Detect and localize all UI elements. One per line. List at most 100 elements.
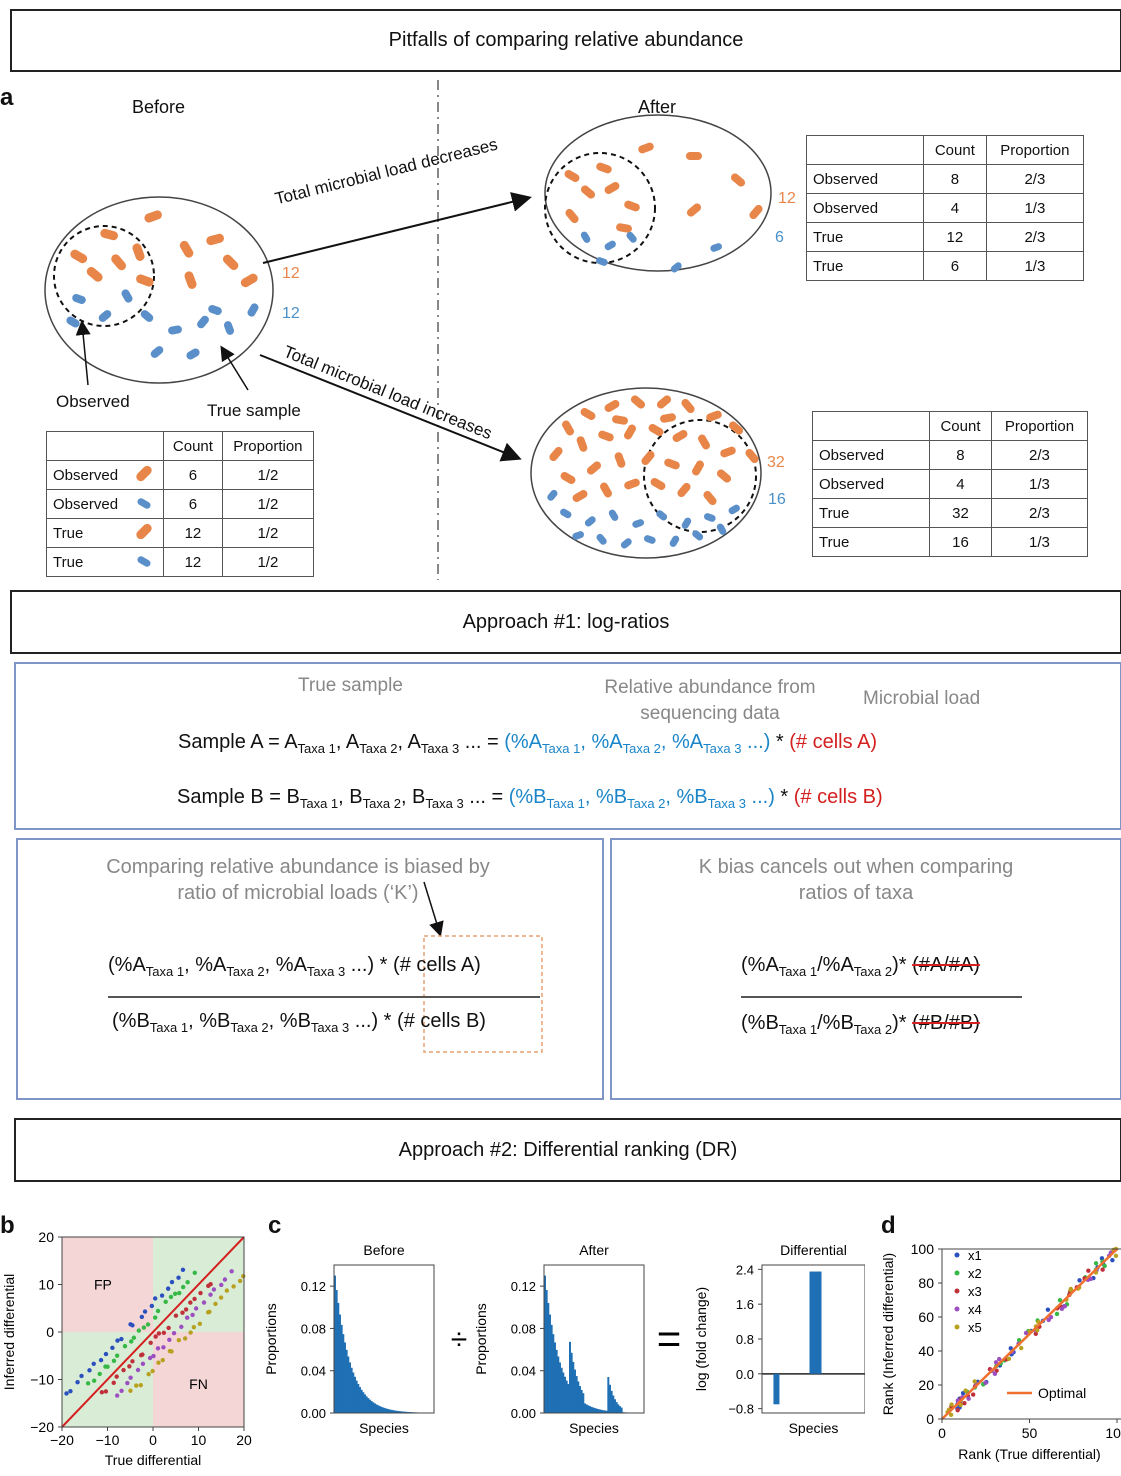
data-point <box>114 1374 119 1379</box>
histogram-bar <box>550 1324 553 1413</box>
histogram-bar <box>370 1401 373 1413</box>
y-tick-label: 0 <box>46 1324 54 1340</box>
col-microbial-load: Microbial load <box>863 688 981 709</box>
arrow-decrease <box>262 192 532 264</box>
data-point <box>167 1337 172 1343</box>
histogram-bar <box>392 1410 395 1413</box>
x-axis-label: True differential <box>105 1452 202 1468</box>
x-tick-label: 10 <box>191 1432 207 1448</box>
legend-marker <box>954 1270 960 1276</box>
y-tick-label: 0.04 <box>511 1364 536 1379</box>
y-tick-label: 80 <box>918 1275 934 1291</box>
fp-region <box>62 1237 153 1332</box>
data-point <box>119 1336 124 1342</box>
before-sample-ellipse <box>44 196 274 384</box>
orange-bacterium-icon <box>133 521 154 541</box>
data-point <box>156 1331 162 1336</box>
x-axis-label: Rank (True differential) <box>958 1446 1100 1462</box>
data-point <box>201 1300 207 1305</box>
optimal-line <box>941 1248 1118 1420</box>
data-point <box>146 1372 151 1377</box>
y-tick-label: 0.08 <box>511 1321 536 1336</box>
histogram-bar <box>569 1341 571 1413</box>
y-tick-label: 0.12 <box>511 1279 536 1294</box>
histogram-bar <box>385 1408 388 1413</box>
histogram-bar <box>365 1396 368 1413</box>
table-row: Observed 4 1/3 <box>812 469 1089 499</box>
after-top-observed-circle <box>544 152 656 264</box>
data-point <box>176 1338 182 1343</box>
histogram-bar <box>575 1376 578 1413</box>
legend-label: x1 <box>968 1248 982 1263</box>
data-point <box>110 1345 115 1351</box>
data-point <box>152 1296 158 1301</box>
panel-d-chart: 0 50 100 0 20 40 60 80 100 x1 x2 x3 x4 x5 Optimal Rank … <box>880 1241 1121 1462</box>
data-point <box>197 1321 203 1327</box>
table-row: Observed 4 1/3 <box>806 193 1085 223</box>
sample-b-equation: Sample B = BTaxa 1, BTaxa 2, BTaxa 3 ...… <box>177 786 883 811</box>
histogram-bar <box>367 1398 370 1413</box>
y-tick-label: −20 <box>30 1419 54 1435</box>
histogram-bar <box>547 1302 550 1413</box>
data-point <box>139 1314 145 1320</box>
header-box: Pitfalls of comparing relative abundance <box>10 9 1121 72</box>
data-point <box>219 1282 224 1288</box>
data-point <box>136 1328 142 1333</box>
histogram-bar <box>572 1361 575 1413</box>
y-tick-label: 0.00 <box>301 1406 326 1421</box>
after-top-blue-count: 6 <box>775 229 784 246</box>
histogram-bar <box>567 1383 570 1413</box>
y-tick-label: 100 <box>911 1241 935 1257</box>
histogram-bar <box>590 1406 593 1413</box>
legend-marker <box>954 1306 960 1312</box>
data-point <box>87 1368 92 1373</box>
x-tick-label: 20 <box>236 1432 252 1448</box>
panel-b-letter: b <box>0 1212 15 1239</box>
left-bias-box <box>16 838 604 1100</box>
histogram-bar <box>380 1406 383 1413</box>
data-point <box>198 1290 203 1296</box>
legend-marker <box>954 1288 960 1294</box>
data-point <box>211 1287 217 1292</box>
before-observed-circle <box>53 225 155 327</box>
right-denominator: (%BTaxa 1/%BTaxa 2)* (#B/#B) <box>741 1012 980 1037</box>
data-point <box>135 1367 141 1373</box>
orange-bacterium-icon <box>133 463 154 483</box>
legend-label: x2 <box>968 1266 982 1281</box>
histogram-bar <box>384 1408 386 1413</box>
data-point <box>165 1286 171 1291</box>
y-axis-label: Rank (Inferred differential) <box>880 1253 896 1415</box>
before-orange-count: 12 <box>282 265 300 282</box>
after-bottom-orange-count: 32 <box>767 454 785 471</box>
approach1-title: Approach #1: log-ratios <box>462 610 670 633</box>
histogram-bar <box>587 1405 590 1413</box>
histogram-bar <box>620 1407 623 1413</box>
histogram-bar <box>339 1314 341 1413</box>
data-point <box>151 1353 156 1359</box>
data-point <box>128 1375 133 1380</box>
histogram-bar <box>560 1367 563 1413</box>
histogram-bar <box>582 1393 585 1413</box>
col-count-header: Count <box>923 135 987 165</box>
after-top-bacteria <box>564 142 763 273</box>
data-point <box>192 1296 197 1302</box>
histogram-bar <box>595 1408 598 1413</box>
sample-a-equation: Sample A = ATaxa 1, ATaxa 2, ATaxa 3 ...… <box>178 731 878 756</box>
data-point <box>130 1359 135 1364</box>
panel-b-chart: FP FN −20 −10 0 10 20 −20 −10 0 10 20 True different… <box>1 1229 252 1468</box>
data-point <box>160 1357 165 1363</box>
data-point <box>129 1339 134 1344</box>
x-tick-label: −10 <box>96 1432 120 1448</box>
histogram-bar <box>340 1324 343 1413</box>
differential-title: Differential <box>780 1242 847 1258</box>
y-tick-label: 0.8 <box>736 1332 754 1347</box>
histogram-bar <box>345 1349 348 1413</box>
histogram-bar <box>352 1372 355 1413</box>
histogram-bar <box>377 1405 380 1413</box>
fraction-lines <box>108 881 1022 1053</box>
histogram-bar <box>579 1386 581 1413</box>
fn-label: FN <box>189 1376 208 1392</box>
data-point <box>99 1390 105 1395</box>
differential-x-label: Species <box>789 1420 839 1436</box>
histogram-bar <box>607 1377 610 1413</box>
